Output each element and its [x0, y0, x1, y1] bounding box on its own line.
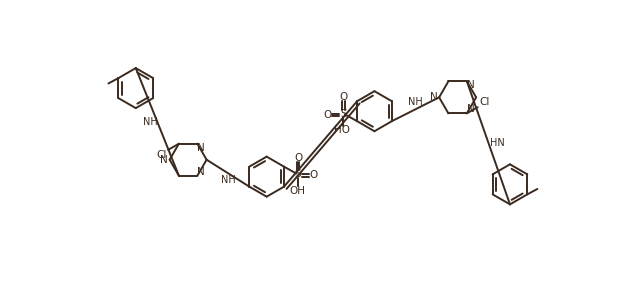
Text: NH: NH	[221, 175, 236, 185]
Text: S: S	[340, 109, 347, 119]
Text: HN: HN	[490, 138, 504, 148]
Text: S: S	[295, 169, 301, 179]
Text: Cl: Cl	[156, 150, 166, 160]
Text: N: N	[467, 105, 474, 115]
Text: O: O	[294, 153, 302, 163]
Text: Cl: Cl	[479, 97, 490, 107]
Text: O: O	[324, 110, 332, 120]
Text: O: O	[340, 92, 348, 102]
Text: O: O	[309, 170, 318, 180]
Text: OH: OH	[290, 186, 306, 196]
Text: N: N	[430, 92, 438, 102]
Text: N: N	[467, 80, 474, 90]
Text: N: N	[197, 142, 205, 152]
Text: NH: NH	[408, 97, 423, 107]
Text: N: N	[161, 155, 168, 165]
Text: HO: HO	[334, 125, 350, 135]
Text: NH: NH	[143, 117, 158, 127]
Text: N: N	[197, 167, 205, 177]
